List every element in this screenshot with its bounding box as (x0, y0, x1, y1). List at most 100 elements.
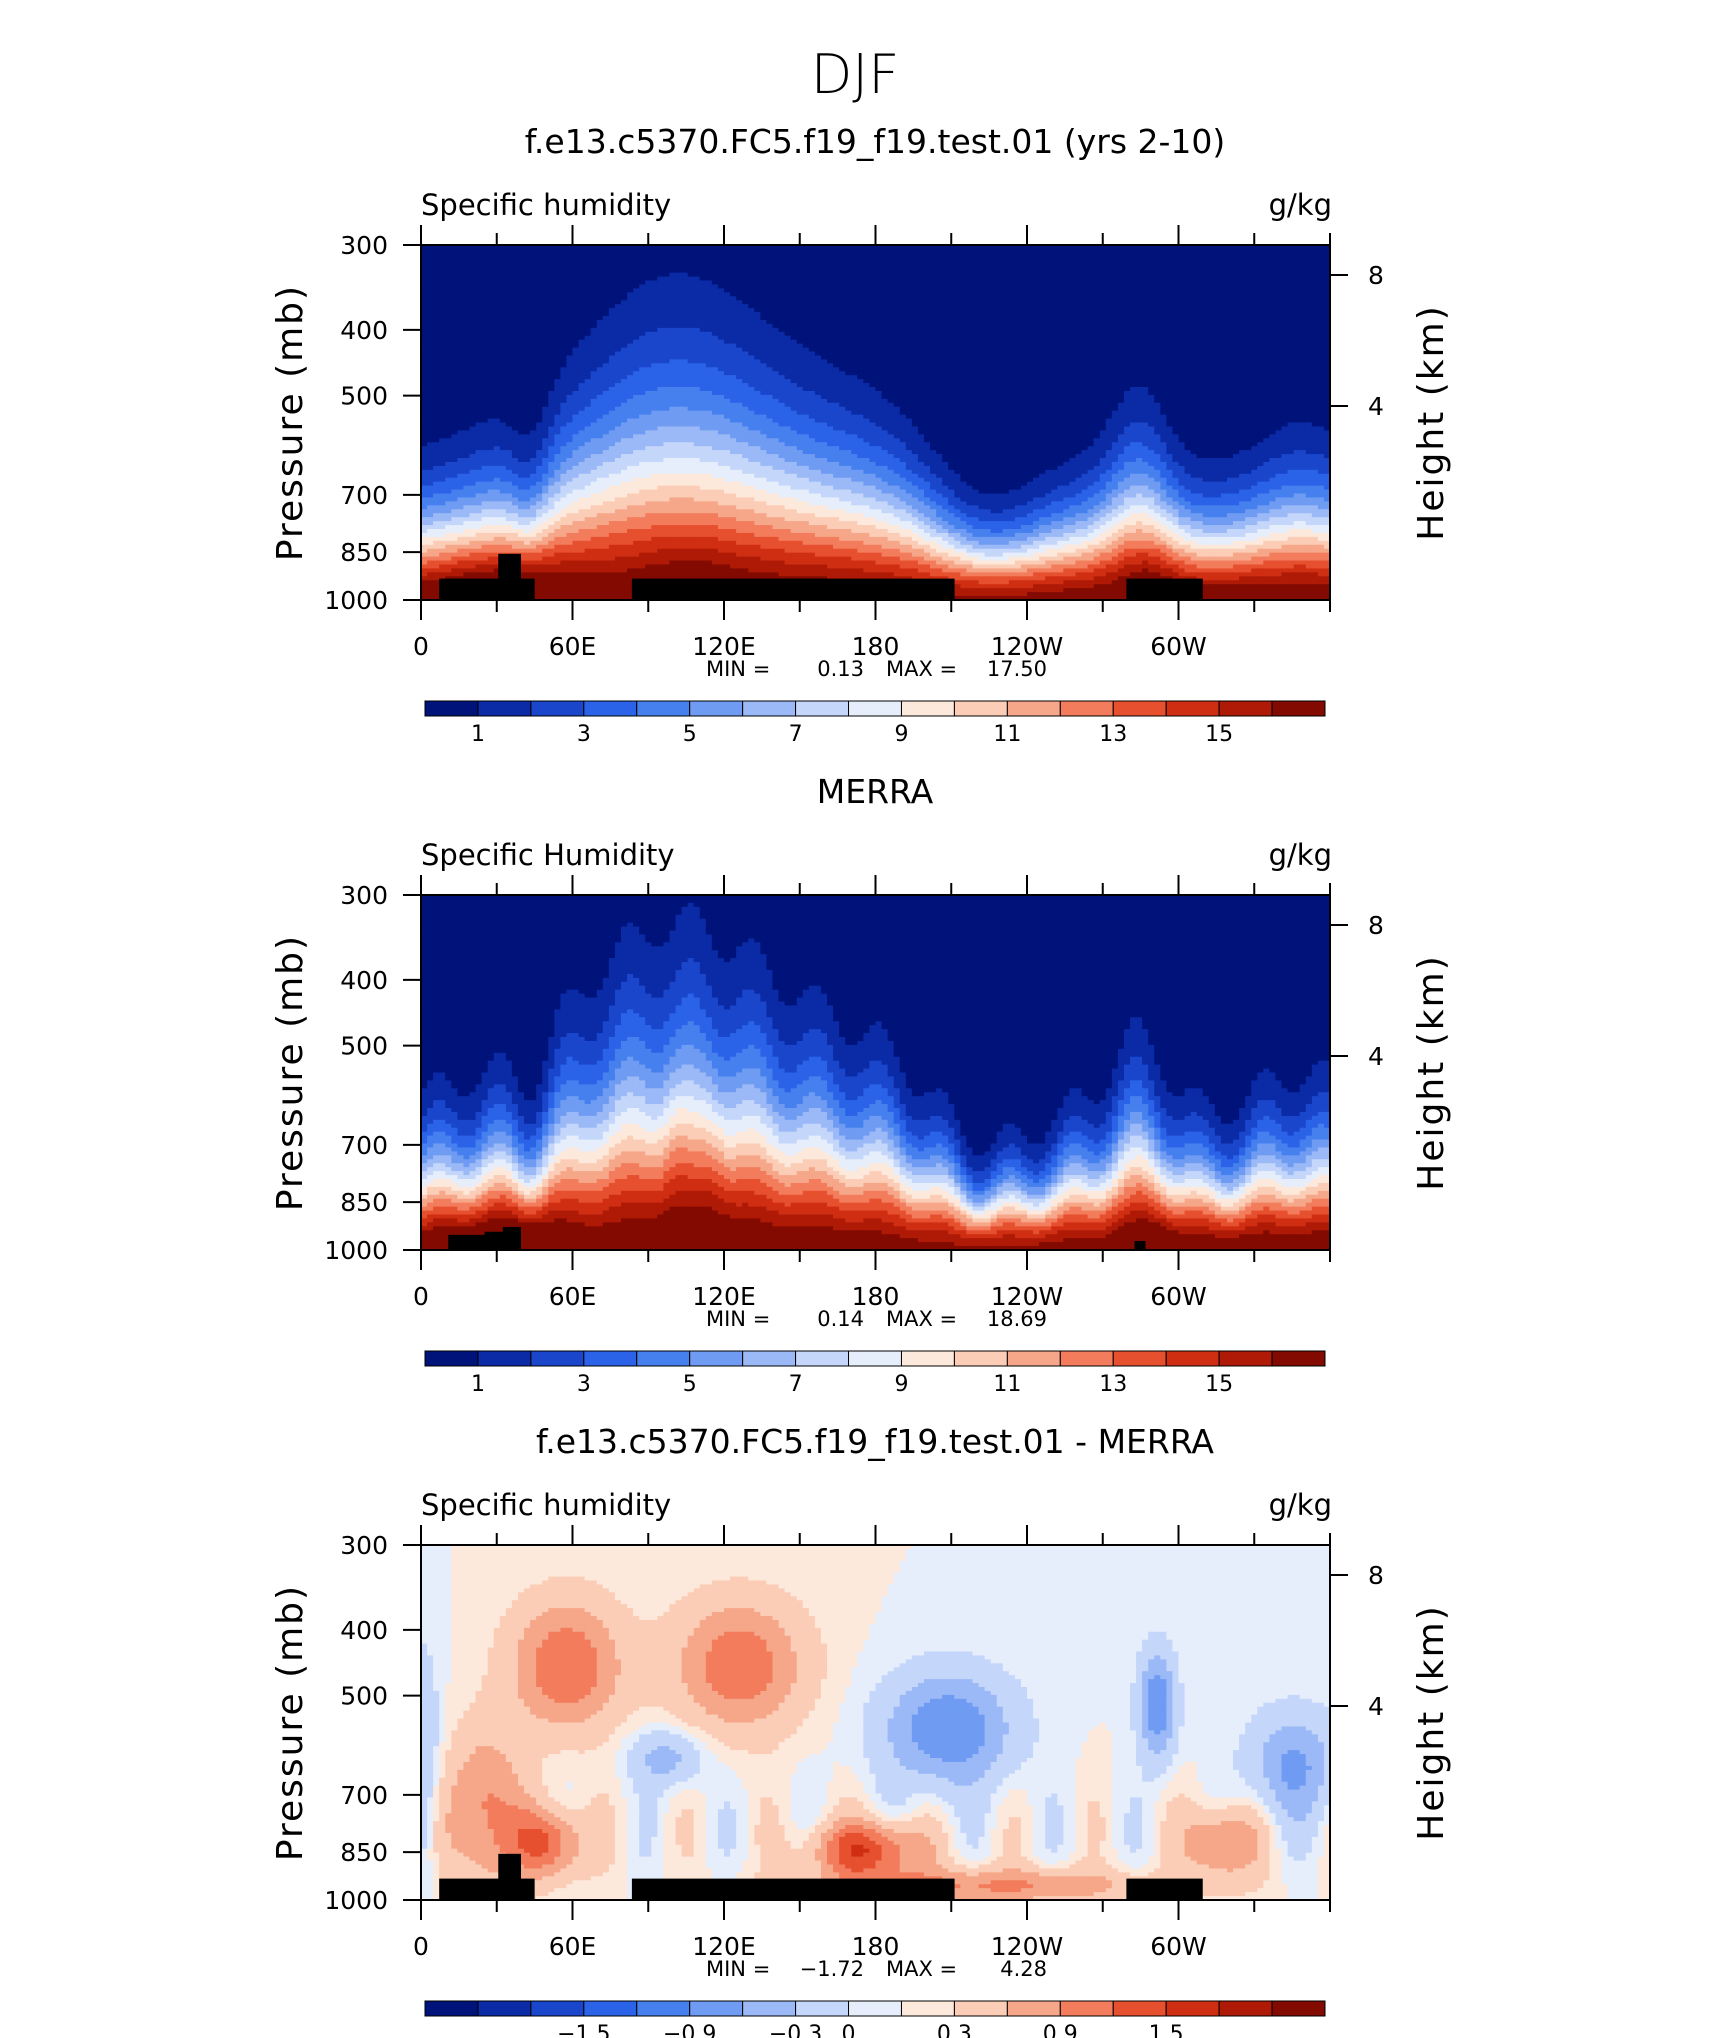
field-cell (1057, 277, 1064, 282)
field-cell (1221, 269, 1228, 274)
field-cell (627, 288, 634, 293)
field-cell (1154, 312, 1161, 317)
field-cell (1209, 249, 1216, 254)
field-cell (797, 296, 804, 301)
field-cell (427, 249, 434, 254)
field-cell (730, 316, 737, 321)
field-cell (718, 328, 725, 333)
field-cell (948, 300, 955, 305)
field-cell (948, 261, 955, 266)
field-cell (1166, 281, 1173, 286)
field-cell (548, 253, 555, 258)
field-cell (445, 304, 452, 309)
field-cell (1166, 304, 1173, 309)
field-cell (597, 304, 604, 309)
field-cell (1282, 265, 1289, 270)
field-cell (1057, 253, 1064, 258)
field-cell (991, 261, 998, 266)
field-cell (803, 332, 810, 337)
field-cell (433, 273, 440, 278)
field-cell (1203, 269, 1210, 274)
field-cell (815, 292, 822, 297)
field-cell (1118, 277, 1125, 282)
field-cell (1197, 316, 1204, 321)
field-cell (1300, 284, 1307, 289)
field-cell (712, 320, 719, 325)
field-cell (766, 253, 773, 258)
field-cell (463, 265, 470, 270)
field-cell (560, 277, 567, 282)
field-cell (645, 277, 652, 282)
field-cell (754, 336, 761, 341)
field-cell (924, 288, 931, 293)
field-cell (476, 269, 483, 274)
field-cell (1112, 273, 1119, 278)
field-cell (688, 336, 695, 341)
field-cell (457, 344, 464, 349)
field-cell (457, 277, 464, 282)
field-cell (742, 257, 749, 262)
field-cell (1100, 253, 1107, 258)
field-cell (1239, 300, 1246, 305)
field-cell (845, 304, 852, 309)
field-cell (1063, 273, 1070, 278)
field-cell (772, 257, 779, 262)
field-cell (1027, 300, 1034, 305)
field-cell (1003, 269, 1010, 274)
field-cell (888, 269, 895, 274)
field-cell (1142, 296, 1149, 301)
field-cell (815, 320, 822, 325)
field-cell (1275, 316, 1282, 321)
field-cell (597, 265, 604, 270)
field-cell (1045, 332, 1052, 337)
field-cell (494, 312, 501, 317)
field-cell (785, 273, 792, 278)
field-cell (718, 249, 725, 254)
field-cell (1106, 312, 1113, 317)
field-cell (657, 292, 664, 297)
field-cell (1300, 300, 1307, 305)
field-cell (591, 332, 598, 337)
field-cell (876, 316, 883, 321)
field-cell (597, 292, 604, 297)
field-cell (857, 300, 864, 305)
field-cell (657, 253, 664, 258)
field-cell (1312, 257, 1319, 262)
field-cell (1221, 320, 1228, 325)
field-cell (1130, 288, 1137, 293)
field-cell (1227, 277, 1234, 282)
field-cell (906, 336, 913, 341)
field-cell (791, 269, 798, 274)
field-cell (936, 296, 943, 301)
field-cell (1094, 340, 1101, 345)
field-cell (948, 265, 955, 270)
field-cell (869, 249, 876, 254)
field-cell (1039, 277, 1046, 282)
field-cell (1221, 300, 1228, 305)
field-cell (1227, 308, 1234, 313)
field-cell (1251, 296, 1258, 301)
field-cell (772, 292, 779, 297)
field-cell (972, 269, 979, 274)
field-cell (1172, 332, 1179, 337)
field-cell (700, 324, 707, 329)
field-cell (942, 332, 949, 337)
field-cell (857, 312, 864, 317)
field-cell (924, 332, 931, 337)
field-cell (573, 277, 580, 282)
field-cell (1118, 281, 1125, 286)
field-cell (457, 265, 464, 270)
field-cell (724, 292, 731, 297)
field-cell (1166, 300, 1173, 305)
field-cell (748, 249, 755, 254)
field-cell (1294, 277, 1301, 282)
field-cell (445, 300, 452, 305)
field-cell (991, 296, 998, 301)
field-cell (936, 316, 943, 321)
field-cell (1160, 296, 1167, 301)
field-cell (1215, 288, 1222, 293)
field-cell (524, 328, 531, 333)
field-cell (1221, 284, 1228, 289)
field-cell (730, 336, 737, 341)
field-cell (966, 269, 973, 274)
